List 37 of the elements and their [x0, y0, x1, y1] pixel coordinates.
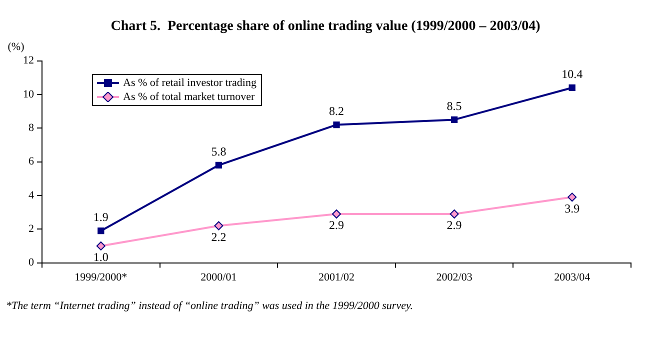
y-axis-title: (%) [8, 41, 25, 54]
legend-label: As % of retail investor trading [123, 76, 256, 90]
y-tick-label: 8 [28, 122, 34, 134]
point [450, 116, 458, 124]
point [215, 162, 222, 168]
point [450, 209, 459, 218]
x-tick-label: 2002/03 [436, 271, 473, 284]
y-tick-label: 12 [23, 54, 34, 67]
data-label: 2.9 [446, 218, 462, 232]
data-label: 5.8 [211, 144, 226, 158]
point [98, 227, 104, 234]
point [96, 241, 106, 250]
data-label: 1.9 [93, 210, 108, 224]
point [214, 221, 224, 230]
data-label: 2.9 [329, 218, 344, 232]
x-tick-label: 2001/02 [318, 271, 355, 284]
y-tick-label: 0 [28, 256, 34, 269]
data-label: 8.2 [329, 104, 344, 118]
point [568, 192, 577, 202]
data-label: 8.5 [446, 98, 462, 113]
data-label: 10.4 [562, 66, 583, 81]
point [568, 84, 576, 92]
legend-label: As % of total market turnover [123, 90, 255, 104]
point [333, 121, 340, 128]
y-tick-label: 6 [28, 156, 34, 168]
x-tick-label: 1999/2000* [74, 271, 128, 284]
chart-title: Chart 5. Percentage share of online trading value (1999/2000 – 2003/04) [110, 19, 541, 34]
x-tick-label: 2000/01 [200, 271, 237, 284]
data-label: 1.0 [93, 250, 108, 264]
text: *The term “Internet trading” instead of “online trading” was used in the 1999/2000 survey. [6, 300, 413, 312]
y-tick-label: 10 [23, 88, 34, 100]
y-tick-label: 2 [28, 223, 34, 236]
x-tick-label: 2003/04 [554, 271, 591, 284]
point [332, 209, 341, 218]
data-label: 3.9 [564, 201, 580, 216]
y-tick-label: 4 [28, 189, 34, 202]
data-label: 2.2 [211, 230, 226, 244]
